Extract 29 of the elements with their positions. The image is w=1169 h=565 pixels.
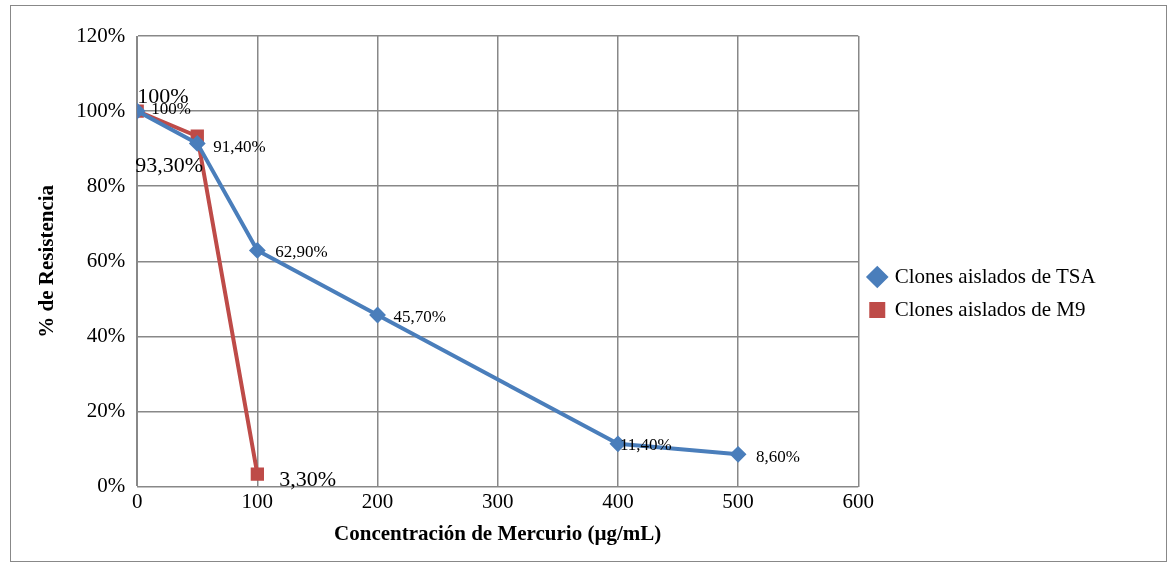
y-tick-label: 0% [97,473,126,498]
y-tick-label: 20% [86,398,126,423]
x-tick-label: 0 [131,488,143,513]
data-label: 3,30% [279,465,337,491]
x-tick-label: 600 [842,488,875,513]
point [250,467,265,481]
legend-label: Clones aislados de M9 [894,296,1086,321]
x-tick-label: 100 [241,488,274,513]
data-label: 45,70% [393,307,446,327]
legend-label: Clones aislados de TSA [894,263,1097,288]
data-label: 62,90% [275,241,328,261]
x-tick-label: 200 [361,488,394,513]
data-label: 8,60% [756,446,801,466]
x-tick-label: 300 [481,488,514,513]
y-tick-label: 80% [86,172,126,197]
y-tick-label: 60% [86,247,126,272]
x-tick-label: 400 [602,488,634,513]
x-tick-label: 500 [722,488,754,513]
x-axis-title: Concentración de Mercurio (µg/mL) [334,520,662,545]
point [369,307,386,323]
point [189,135,206,152]
y-tick-label: 100% [76,97,126,122]
y-tick-label: 40% [86,322,126,347]
data-label: 11,40% [619,435,672,455]
point [730,446,747,463]
y-tick-label: 120% [76,22,126,47]
data-label: 91,40% [213,136,266,156]
point [249,242,266,259]
y-axis-title: % de Resistencia [34,184,59,338]
